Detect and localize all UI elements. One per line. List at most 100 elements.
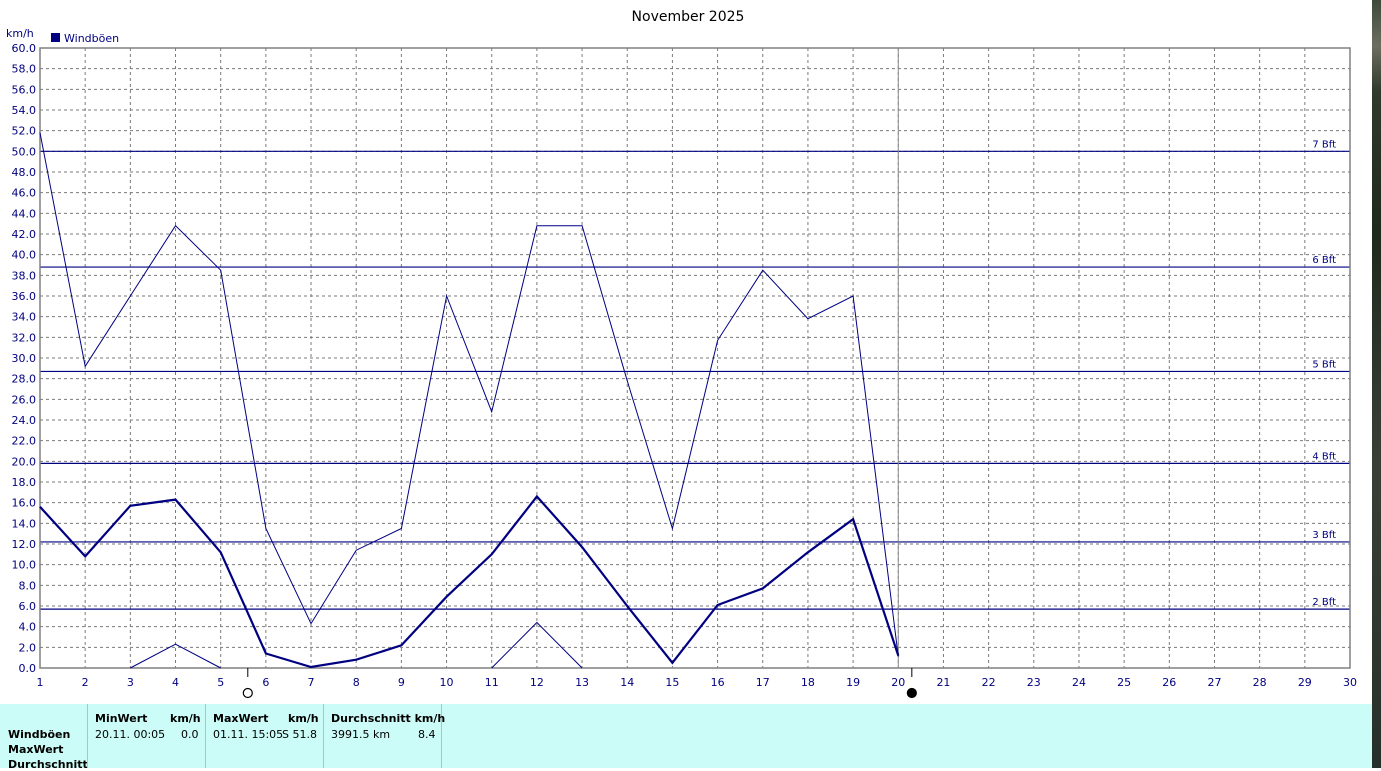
chart-title: November 2025 xyxy=(632,9,745,25)
x-tick-label: 3 xyxy=(127,676,134,689)
y-tick-label: 48.0 xyxy=(12,166,37,179)
y-tick-label: 52.0 xyxy=(12,125,37,138)
avg-distance: 3991.5 km xyxy=(331,728,391,741)
full-moon-icon xyxy=(242,687,253,699)
x-tick-label: 2 xyxy=(82,676,89,689)
y-tick-label: 50.0 xyxy=(12,145,37,158)
y-tick-label: 28.0 xyxy=(12,373,37,386)
x-tick-label: 26 xyxy=(1162,676,1176,689)
x-tick-label: 22 xyxy=(982,676,996,689)
y-tick-label: 16.0 xyxy=(12,497,37,510)
min-header: MinWert xyxy=(95,712,148,725)
statistics-panel: Windböen MaxWert Durchschnitt MinWert km… xyxy=(0,704,1372,771)
y-tick-label: 56.0 xyxy=(12,83,37,96)
x-tick-label: 6 xyxy=(262,676,269,689)
stats-row-label: Durchschnitt xyxy=(8,758,88,771)
y-tick-label: 4.0 xyxy=(19,621,37,634)
y-tick-label: 22.0 xyxy=(12,435,37,448)
x-tick-label: 24 xyxy=(1072,676,1086,689)
x-tick-label: 10 xyxy=(440,676,454,689)
x-tick-label: 13 xyxy=(575,676,589,689)
column-divider xyxy=(441,704,442,768)
x-tick-label: 8 xyxy=(353,676,360,689)
beaufort-label: 3 Bft xyxy=(1312,530,1336,541)
series-lines xyxy=(39,132,900,669)
y-tick-label: 60.0 xyxy=(12,42,37,55)
y-tick-label: 6.0 xyxy=(19,600,37,613)
plot-frame xyxy=(39,47,1351,669)
max-value: S 51.8 xyxy=(282,728,317,741)
x-tick-label: 11 xyxy=(485,676,499,689)
y-tick-label: 12.0 xyxy=(12,538,37,551)
y-tick-label: 54.0 xyxy=(12,104,37,117)
min-value: 0.0 xyxy=(181,728,199,741)
stats-row-label: MaxWert xyxy=(8,743,64,756)
legend-label: Windböen xyxy=(64,32,119,45)
x-tick-label: 7 xyxy=(308,676,315,689)
x-tick-label: 20 xyxy=(891,676,905,689)
beaufort-label: 4 Bft xyxy=(1312,451,1336,462)
max-date: 01.11. 15:05 xyxy=(213,728,284,741)
y-tick-label: 38.0 xyxy=(12,269,37,282)
y-tick-label: 32.0 xyxy=(12,331,37,344)
window-edge-strip xyxy=(1372,0,1381,768)
series-line-max xyxy=(39,132,899,657)
legend-swatch xyxy=(51,33,60,42)
y-axis-unit: km/h xyxy=(6,27,34,40)
new-moon-icon xyxy=(906,687,917,699)
y-tick-label: 44.0 xyxy=(12,207,37,220)
max-unit: km/h xyxy=(288,712,319,725)
beaufort-label: 7 Bft xyxy=(1312,139,1336,150)
moon-phase-markers xyxy=(242,668,917,699)
series-line-average xyxy=(39,494,900,669)
x-tick-label: 4 xyxy=(172,676,179,689)
min-date: 20.11. 00:05 xyxy=(95,728,166,741)
beaufort-label: 5 Bft xyxy=(1312,359,1336,370)
y-tick-label: 36.0 xyxy=(12,290,37,303)
x-tick-label: 9 xyxy=(398,676,405,689)
x-tick-label: 27 xyxy=(1207,676,1221,689)
column-divider xyxy=(87,704,88,768)
series-line-min xyxy=(491,621,583,669)
x-tick-label: 14 xyxy=(620,676,634,689)
y-tick-label: 40.0 xyxy=(12,249,37,262)
x-tick-label: 16 xyxy=(711,676,725,689)
y-tick-label: 58.0 xyxy=(12,63,37,76)
min-unit: km/h xyxy=(170,712,201,725)
beaufort-label: 2 Bft xyxy=(1312,597,1336,608)
x-tick-label: 18 xyxy=(801,676,815,689)
y-tick-label: 24.0 xyxy=(12,414,37,427)
stats-row-label: Windböen xyxy=(8,728,71,741)
series-line-min xyxy=(130,643,221,669)
avg-value: 8.4 xyxy=(418,728,436,741)
y-tick-label: 2.0 xyxy=(19,641,37,654)
y-tick-label: 42.0 xyxy=(12,228,37,241)
y-tick-label: 0.0 xyxy=(19,662,37,675)
x-tick-label: 23 xyxy=(1027,676,1041,689)
x-tick-label: 30 xyxy=(1343,676,1357,689)
beaufort-label: 6 Bft xyxy=(1312,255,1336,266)
max-header: MaxWert xyxy=(213,712,269,725)
x-tick-label: 25 xyxy=(1117,676,1131,689)
beaufort-reference-lines: 2 Bft 3 Bft 4 Bft 5 Bft 6 Bft 7 Bft xyxy=(40,139,1350,610)
x-tick-label: 1 xyxy=(37,676,44,689)
y-tick-label: 18.0 xyxy=(12,476,37,489)
y-tick-label: 10.0 xyxy=(12,559,37,572)
x-tick-label: 19 xyxy=(846,676,860,689)
x-tick-label: 29 xyxy=(1298,676,1312,689)
x-tick-label: 5 xyxy=(217,676,224,689)
y-tick-label: 20.0 xyxy=(12,455,37,468)
x-tick-label: 17 xyxy=(756,676,770,689)
avg-header: Durchschnitt km/h xyxy=(331,712,446,725)
axes: 0.02.04.06.08.010.012.014.016.018.020.02… xyxy=(12,42,1358,689)
y-tick-label: 34.0 xyxy=(12,311,37,324)
y-tick-label: 26.0 xyxy=(12,393,37,406)
column-divider xyxy=(323,704,324,768)
column-divider xyxy=(205,704,206,768)
x-tick-label: 12 xyxy=(530,676,544,689)
y-tick-label: 8.0 xyxy=(19,579,37,592)
x-tick-label: 21 xyxy=(936,676,950,689)
y-tick-label: 14.0 xyxy=(12,517,37,530)
y-tick-label: 30.0 xyxy=(12,352,37,365)
x-tick-label: 15 xyxy=(665,676,679,689)
